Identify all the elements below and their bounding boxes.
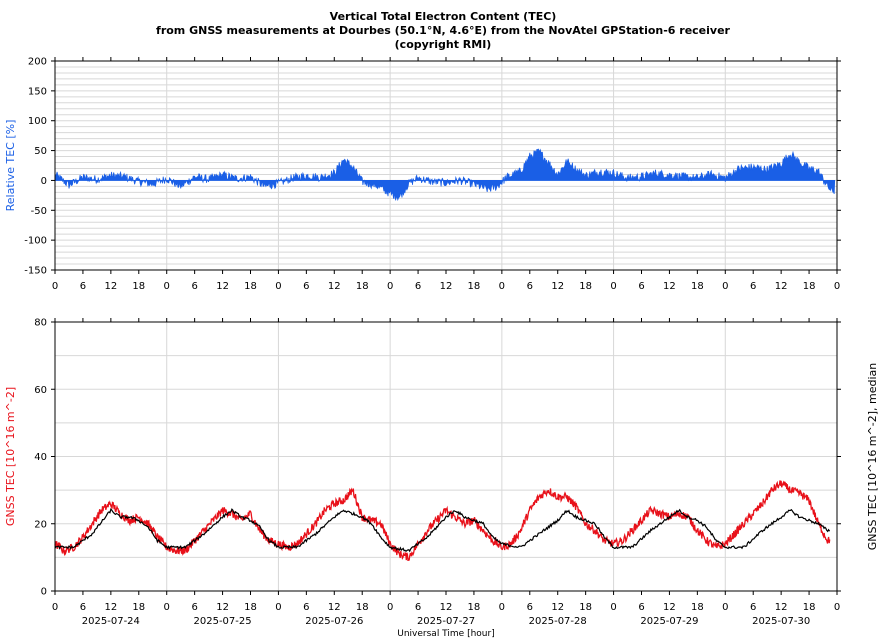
x-tick-label: 6 [638, 602, 644, 613]
date-label: 2025-07-29 [640, 616, 698, 627]
y-tick-label: 60 [34, 385, 47, 396]
x-tick-label: 6 [415, 281, 421, 292]
x-tick-label: 18 [468, 602, 481, 613]
y-tick-label: -50 [31, 206, 47, 217]
x-tick-label: 18 [244, 281, 257, 292]
x-tick-label: 12 [775, 281, 788, 292]
x-tick-label: 18 [579, 602, 592, 613]
x-tick-label: 18 [803, 602, 816, 613]
relative-tec-series [54, 148, 836, 202]
x-tick-label: 12 [551, 281, 564, 292]
y-tick-label: 0 [41, 587, 47, 598]
x-tick-label: 18 [356, 602, 369, 613]
x-tick-label: 18 [132, 602, 145, 613]
x-tick-label: 12 [328, 281, 341, 292]
chart-subtitle: from GNSS measurements at Dourbes (50.1°… [156, 24, 730, 37]
x-tick-label: 0 [52, 281, 58, 292]
x-tick-label: 0 [834, 602, 840, 613]
plot-frame [54, 60, 838, 271]
y-tick-label: 50 [34, 146, 47, 157]
x-tick-label: 18 [356, 281, 369, 292]
y-tick-label: 100 [28, 116, 47, 127]
x-tick-label: 0 [275, 281, 281, 292]
x-tick-label: 6 [638, 281, 644, 292]
x-tick-label: 0 [610, 602, 616, 613]
x-tick-label: 6 [303, 281, 309, 292]
x-tick-label: 0 [499, 281, 505, 292]
x-tick-label: 6 [415, 602, 421, 613]
y-tick-label: 40 [34, 452, 47, 463]
x-tick-label: 0 [164, 281, 170, 292]
x-tick-label: 0 [275, 602, 281, 613]
x-tick-label: 0 [834, 281, 840, 292]
x-tick-label: 12 [440, 602, 453, 613]
x-tick-label: 18 [132, 281, 145, 292]
x-tick-label: 12 [216, 281, 229, 292]
x-tick-label: 6 [191, 281, 197, 292]
y-tick-label: 200 [28, 57, 47, 68]
chart-title: Vertical Total Electron Content (TEC) [329, 10, 557, 23]
y-axis-label: Relative TEC [%] [4, 120, 17, 212]
x-tick-label: 6 [750, 281, 756, 292]
chart-copyright: (copyright RMI) [394, 38, 492, 51]
x-tick-label: 18 [691, 602, 704, 613]
x-tick-label: 12 [216, 602, 229, 613]
date-label: 2025-07-24 [82, 616, 140, 627]
y-tick-label: 80 [34, 318, 47, 329]
x-axis-label: Universal Time [hour] [397, 629, 494, 639]
x-tick-label: 18 [244, 602, 257, 613]
x-tick-label: 0 [722, 602, 728, 613]
median-tec-series [54, 508, 831, 553]
x-tick-label: 18 [468, 281, 481, 292]
y-tick-label: -150 [24, 266, 47, 277]
date-label: 2025-07-27 [417, 616, 475, 627]
x-tick-label: 6 [527, 281, 533, 292]
x-tick-label: 12 [440, 281, 453, 292]
date-label: 2025-07-28 [529, 616, 587, 627]
x-tick-label: 18 [803, 281, 816, 292]
date-label: 2025-07-30 [752, 616, 810, 627]
x-tick-label: 12 [663, 281, 676, 292]
x-tick-label: 6 [303, 602, 309, 613]
x-tick-label: 0 [387, 602, 393, 613]
x-tick-label: 12 [328, 602, 341, 613]
date-label: 2025-07-26 [305, 616, 363, 627]
x-tick-label: 0 [164, 602, 170, 613]
y-tick-label: 20 [34, 519, 47, 530]
x-tick-label: 6 [191, 602, 197, 613]
x-tick-label: 12 [104, 281, 117, 292]
x-tick-label: 12 [775, 602, 788, 613]
x-tick-label: 6 [80, 281, 86, 292]
y-tick-label: 150 [28, 86, 47, 97]
y-axis-label: GNSS TEC [10^16 m^-2] [4, 387, 17, 526]
x-tick-label: 6 [750, 602, 756, 613]
y-tick-label: 0 [41, 176, 47, 187]
x-tick-label: 18 [579, 281, 592, 292]
x-tick-label: 6 [527, 602, 533, 613]
x-tick-label: 0 [610, 281, 616, 292]
x-tick-label: 12 [104, 602, 117, 613]
x-tick-label: 0 [52, 602, 58, 613]
x-tick-label: 12 [551, 602, 564, 613]
x-tick-label: 0 [722, 281, 728, 292]
x-tick-label: 0 [499, 602, 505, 613]
x-tick-label: 12 [663, 602, 676, 613]
date-label: 2025-07-25 [194, 616, 252, 627]
gnss-tec-series [54, 480, 831, 562]
x-tick-label: 6 [80, 602, 86, 613]
x-tick-label: 0 [387, 281, 393, 292]
y-tick-label: -100 [24, 236, 47, 247]
x-tick-label: 18 [691, 281, 704, 292]
y2-axis-label: GNSS TEC [10^16 m^-2], median [866, 363, 879, 551]
